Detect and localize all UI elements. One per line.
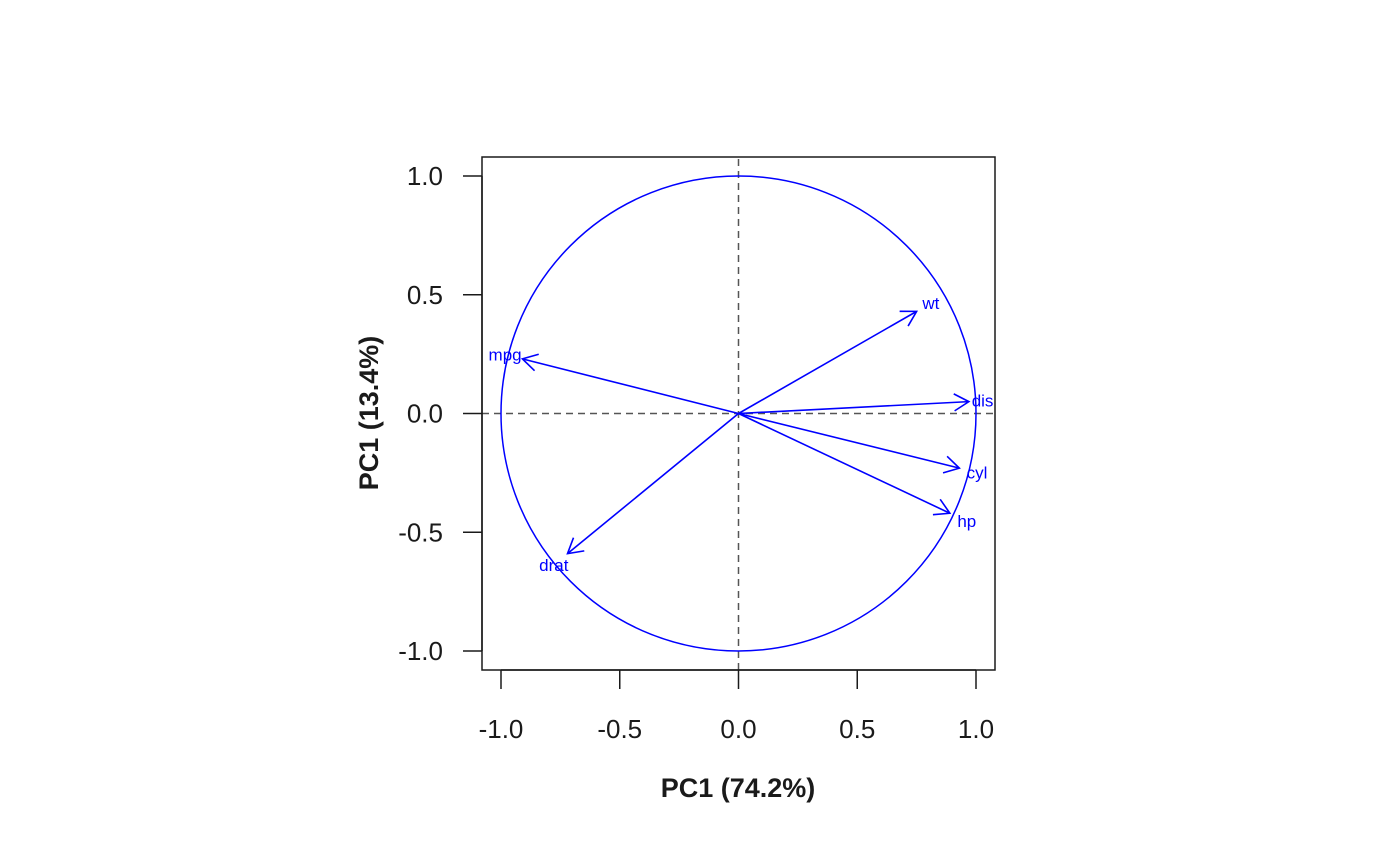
y-tick-label: 1.0 [407, 161, 443, 191]
vector-line [738, 412, 951, 514]
vector-line [566, 412, 740, 555]
vector-wt: wt [738, 294, 940, 415]
vector-line [738, 400, 969, 415]
x-axis: -1.0 -0.5 0.0 0.5 1.0 [479, 669, 994, 744]
vector-label: hp [957, 512, 976, 531]
arrow-head [953, 393, 971, 412]
y-tick-label: -1.0 [398, 636, 443, 666]
y-tick-label: -0.5 [398, 517, 443, 547]
vector-drat: drat [539, 412, 740, 575]
x-tick-label: 1.0 [958, 714, 994, 744]
vector-label: disp [972, 392, 1003, 411]
vector-disp: disp [738, 392, 1003, 415]
x-tick-label: 0.5 [839, 714, 875, 744]
arrow-head [932, 498, 952, 516]
vector-label: cyl [967, 463, 988, 482]
vector-layer: wt mpg disp cyl hp drat [489, 294, 1003, 575]
y-axis-title: PC1 (13.4%) [354, 336, 384, 491]
vector-label: wt [921, 294, 939, 313]
arrow-head [566, 537, 585, 555]
arrow-head [899, 310, 919, 327]
vector-label: mpg [489, 346, 522, 365]
vector-line [522, 358, 739, 415]
arrow-head [942, 455, 961, 474]
x-tick-label: -0.5 [597, 714, 642, 744]
arrow-head [520, 353, 539, 372]
vector-line [738, 412, 960, 469]
x-tick-label: 0.0 [720, 714, 756, 744]
x-tick-label: -1.0 [479, 714, 524, 744]
vector-line [738, 310, 918, 415]
vector-label: drat [539, 556, 569, 575]
correlation-circle [500, 175, 977, 652]
y-tick-label: 0.0 [407, 399, 443, 429]
vector-mpg: mpg [489, 346, 739, 415]
x-axis-title: PC1 (74.2%) [661, 773, 816, 803]
vector-hp: hp [738, 412, 976, 531]
circle-layer [500, 175, 977, 652]
y-axis: -1.0 -0.5 0.0 0.5 1.0 [398, 161, 483, 666]
vector-cyl: cyl [738, 412, 988, 482]
y-tick-label: 0.5 [407, 280, 443, 310]
